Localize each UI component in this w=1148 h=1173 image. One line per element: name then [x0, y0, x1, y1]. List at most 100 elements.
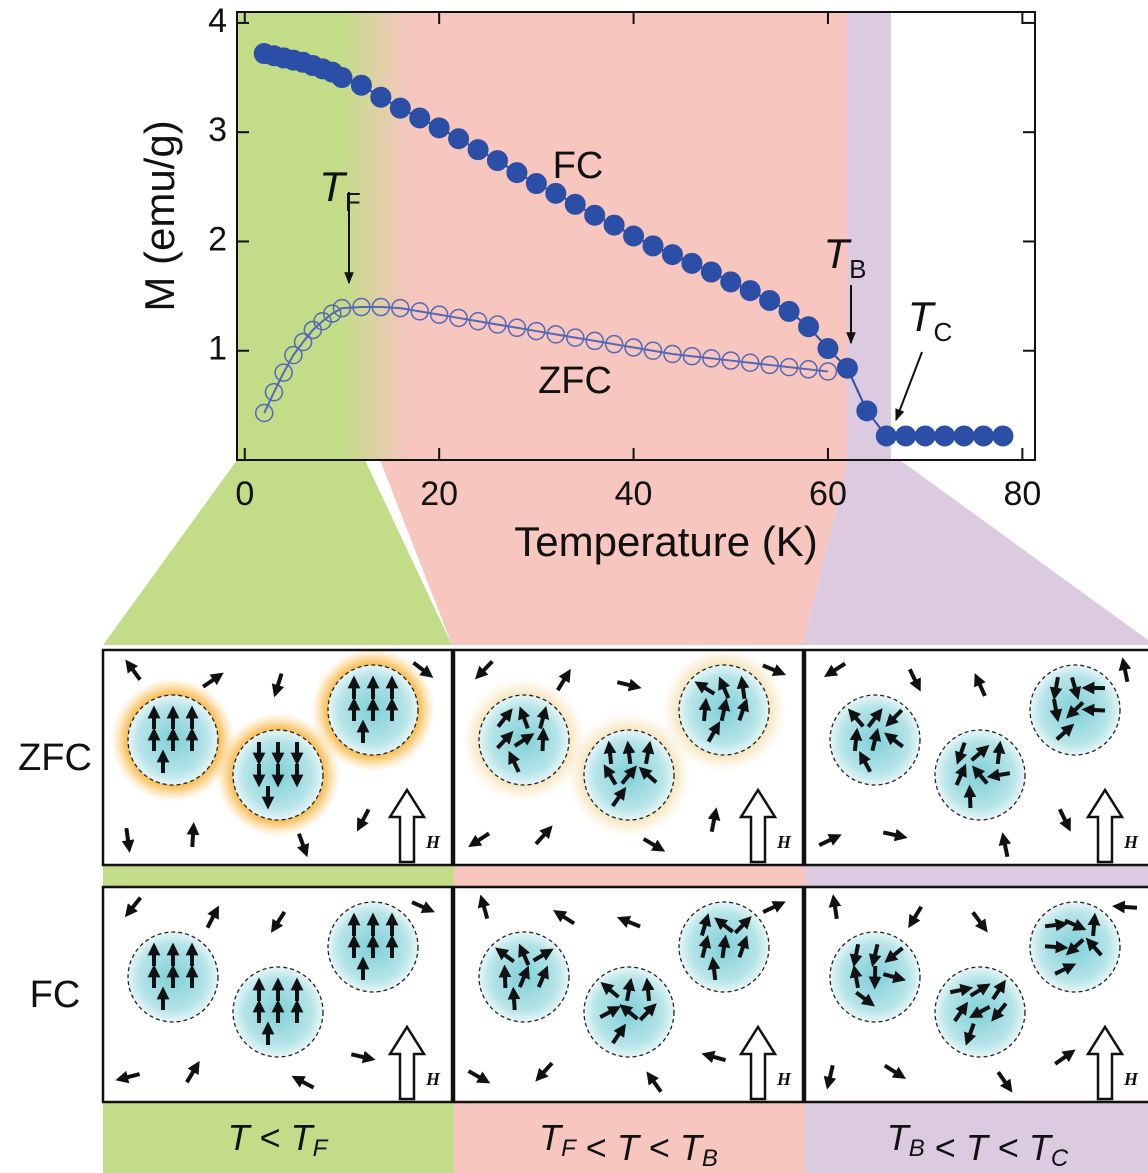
data-point [701, 262, 721, 282]
data-point [876, 426, 896, 446]
spin-arrow [970, 791, 971, 808]
data-point [799, 317, 819, 337]
label-part: < [988, 1127, 1029, 1168]
field-label: H [776, 832, 792, 852]
spin-arrow [855, 734, 857, 751]
y-tick-label: 4 [208, 2, 227, 40]
data-point [954, 426, 974, 446]
data-point [332, 68, 352, 88]
spin-arrow [722, 941, 724, 958]
spin-arrow [628, 747, 630, 764]
data-point [818, 339, 838, 359]
spin-arrow [1088, 710, 1105, 711]
annotation-symbol: T [319, 163, 348, 210]
spin-arrow [647, 984, 649, 1001]
label-part: < [639, 1127, 680, 1168]
spin-arrow [126, 828, 129, 846]
data-point [390, 98, 410, 118]
data-point [662, 245, 682, 265]
data-point [935, 426, 955, 446]
data-point [604, 215, 624, 235]
panel: H [805, 650, 1148, 865]
annotation-subscript: C [933, 317, 952, 347]
annotation-subscript: F [345, 187, 361, 217]
y-tick-label: 2 [208, 220, 227, 258]
data-point [973, 426, 993, 446]
spin-arrow [713, 963, 715, 980]
panel: H [454, 648, 803, 865]
x-tick-label: 80 [1003, 475, 1041, 513]
field-label: H [776, 1069, 792, 1089]
spin-arrow [1045, 924, 1062, 926]
annotation-symbol: T [824, 230, 853, 277]
x-tick-label: 40 [615, 475, 653, 513]
data-point [682, 253, 702, 273]
spin-arrow [1118, 907, 1137, 908]
label-subscript: F [313, 1135, 329, 1162]
data-point [429, 118, 449, 138]
spin-arrow [993, 773, 1010, 776]
data-point [526, 174, 546, 194]
label-subscript: B [702, 1145, 718, 1172]
panel: H [454, 887, 803, 1102]
series-label: ZFC [538, 360, 612, 402]
spin-arrow [543, 734, 544, 751]
row-label: ZFC [18, 737, 92, 779]
data-point [993, 426, 1013, 446]
data-point [565, 194, 585, 214]
spin-arrow [514, 993, 515, 1010]
data-point [896, 426, 916, 446]
spin-arrow [192, 828, 193, 847]
data-point [624, 226, 644, 246]
field-label: H [425, 832, 441, 852]
field-label: H [425, 1069, 441, 1089]
label-part: < [250, 1117, 291, 1158]
data-point [487, 151, 507, 171]
data-point [351, 75, 371, 95]
data-point [837, 358, 857, 378]
label-subscript: F [561, 1135, 577, 1162]
spin-arrow [834, 900, 837, 918]
data-point [721, 272, 741, 292]
annotation-subscript: B [849, 254, 866, 284]
data-point [371, 87, 391, 107]
x-tick-label: 0 [235, 475, 254, 513]
band-strip [103, 865, 454, 887]
annotation-symbol: T [908, 293, 937, 340]
figure: 0204060801234Temperature (K)M (emu/g)FCZ… [0, 0, 1148, 1173]
data-point [915, 426, 935, 446]
spin-arrow [1045, 946, 1062, 947]
spin-arrow [998, 747, 1000, 764]
field-label: H [1123, 832, 1139, 852]
spin-arrow [1093, 919, 1094, 936]
field-label: H [1123, 1069, 1139, 1089]
band-strip [454, 865, 805, 887]
band-strip [805, 865, 1148, 887]
spin-arrow [704, 704, 706, 721]
x-tick-label: 20 [420, 475, 458, 513]
data-point [643, 236, 663, 256]
spin-arrow [742, 682, 744, 699]
label-part: < [925, 1127, 966, 1168]
data-point [585, 205, 605, 225]
panel: H [805, 887, 1148, 1102]
y-axis-label: M (emu/g) [136, 120, 183, 311]
data-point [468, 140, 488, 160]
spin-arrow [505, 971, 506, 988]
panel: H [103, 887, 452, 1102]
panel: H [103, 648, 452, 865]
x-axis-label: Temperature (K) [514, 518, 817, 565]
series-label: FC [553, 145, 604, 187]
row-label: FC [30, 974, 81, 1016]
spin-arrow [609, 747, 611, 764]
label-subscript: B [909, 1135, 925, 1162]
data-point [740, 281, 760, 301]
data-point [507, 163, 527, 183]
data-point [410, 108, 430, 128]
fan [803, 460, 1148, 645]
data-point [857, 401, 877, 421]
y-tick-label: 3 [208, 111, 227, 149]
y-tick-label: 1 [208, 330, 227, 368]
data-point [449, 129, 469, 149]
label-subscript: C [1051, 1145, 1069, 1172]
